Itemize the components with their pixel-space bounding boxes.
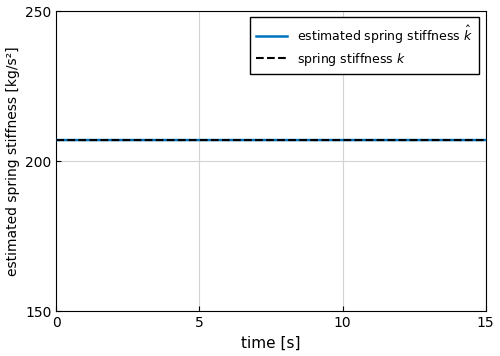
Y-axis label: estimated spring stiffness [kg/s²]: estimated spring stiffness [kg/s²] bbox=[6, 46, 20, 276]
X-axis label: time [s]: time [s] bbox=[241, 335, 300, 350]
Legend: estimated spring stiffness $\hat{k}$, spring stiffness $k$: estimated spring stiffness $\hat{k}$, sp… bbox=[250, 17, 480, 74]
